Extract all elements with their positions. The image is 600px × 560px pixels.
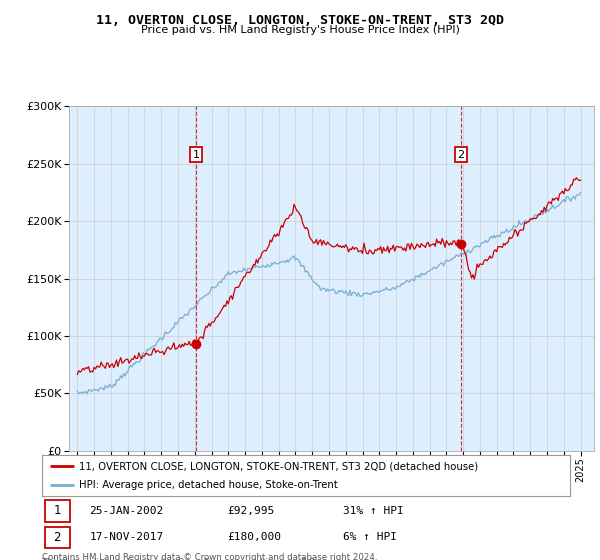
Text: £92,995: £92,995 [227, 506, 274, 516]
Text: Price paid vs. HM Land Registry's House Price Index (HPI): Price paid vs. HM Land Registry's House … [140, 25, 460, 35]
Text: 17-NOV-2017: 17-NOV-2017 [89, 533, 164, 542]
Text: 11, OVERTON CLOSE, LONGTON, STOKE-ON-TRENT, ST3 2QD: 11, OVERTON CLOSE, LONGTON, STOKE-ON-TRE… [96, 14, 504, 27]
Text: 31% ↑ HPI: 31% ↑ HPI [343, 506, 404, 516]
Text: 2: 2 [53, 531, 61, 544]
Text: £180,000: £180,000 [227, 533, 281, 542]
Text: Contains HM Land Registry data © Crown copyright and database right 2024.: Contains HM Land Registry data © Crown c… [42, 553, 377, 560]
Text: 1: 1 [53, 505, 61, 517]
Text: 11, OVERTON CLOSE, LONGTON, STOKE-ON-TRENT, ST3 2QD (detached house): 11, OVERTON CLOSE, LONGTON, STOKE-ON-TRE… [79, 461, 478, 471]
FancyBboxPatch shape [44, 501, 70, 521]
Text: 1: 1 [193, 150, 199, 160]
Text: 2: 2 [458, 150, 465, 160]
Text: HPI: Average price, detached house, Stoke-on-Trent: HPI: Average price, detached house, Stok… [79, 480, 338, 489]
Text: 6% ↑ HPI: 6% ↑ HPI [343, 533, 397, 542]
Text: This data is licensed under the Open Government Licence v3.0.: This data is licensed under the Open Gov… [42, 558, 317, 560]
Text: 25-JAN-2002: 25-JAN-2002 [89, 506, 164, 516]
FancyBboxPatch shape [44, 527, 70, 548]
